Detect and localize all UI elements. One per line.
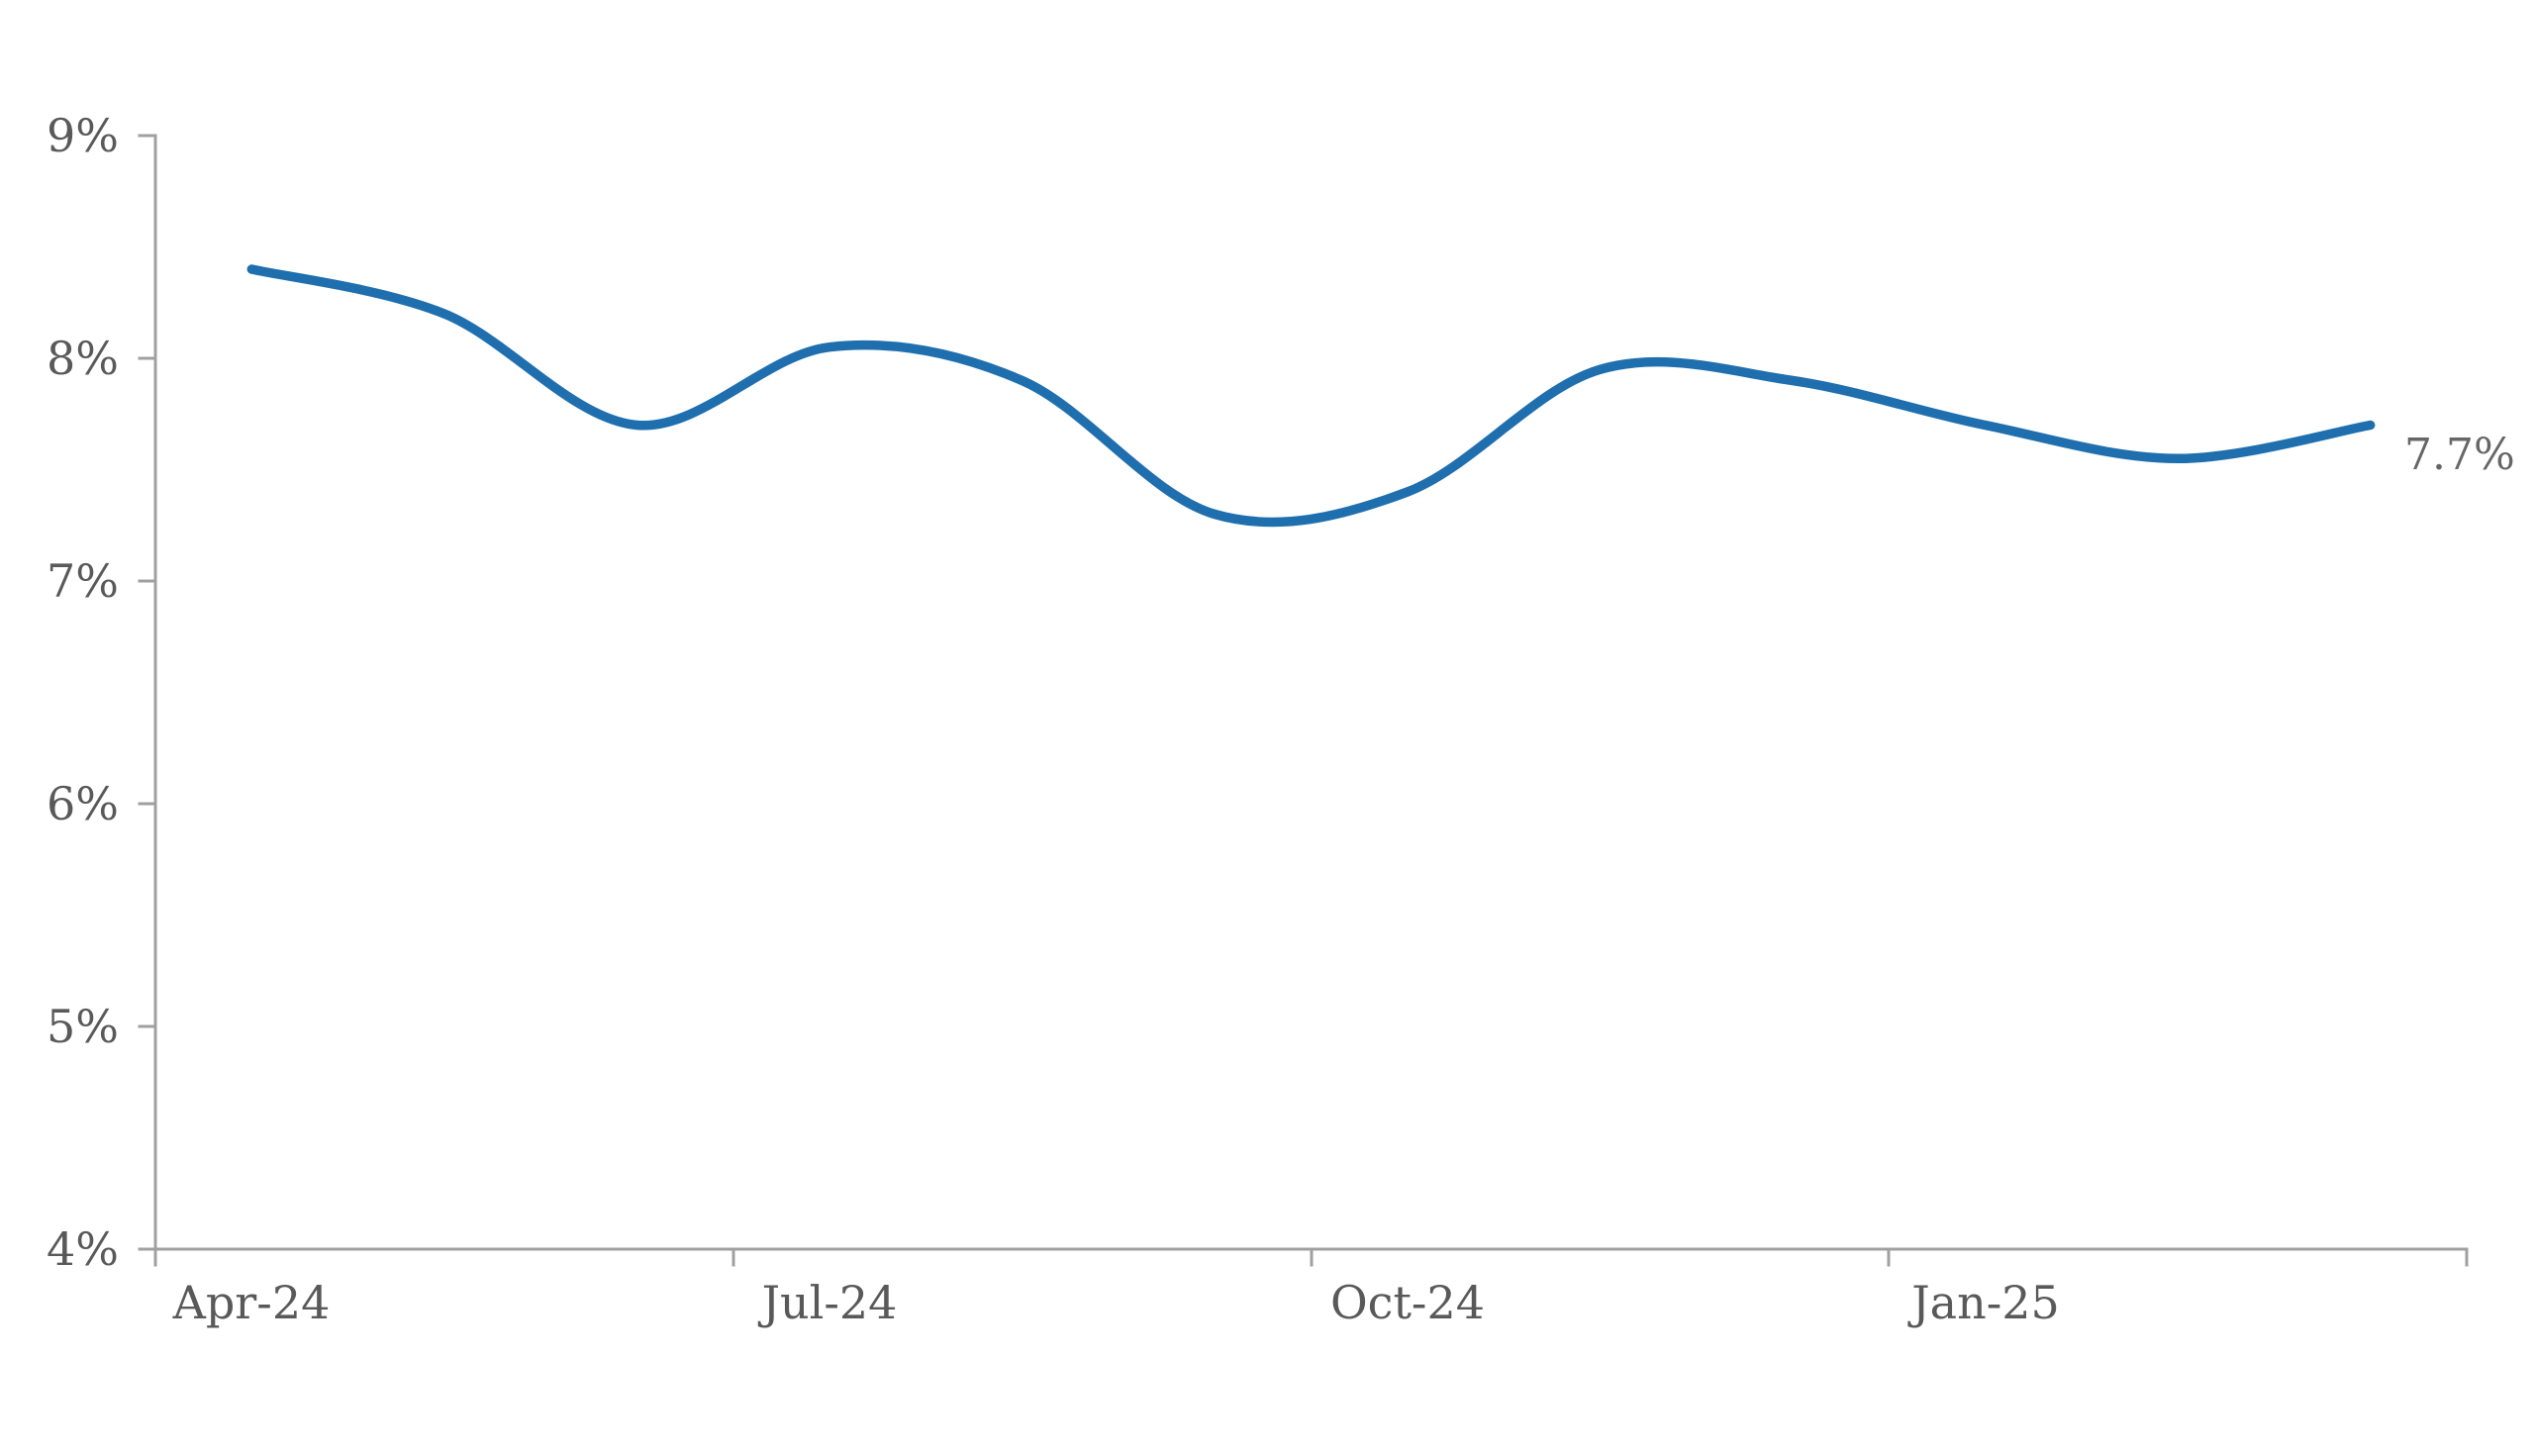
x-axis-labels: Apr-24 Jul-24 Oct-24 Jan-25: [172, 1276, 2060, 1329]
x-axis-label-oct24: Oct-24: [1330, 1276, 1485, 1329]
y-axis-label-9pct: 9%: [47, 109, 119, 162]
series-line: [246, 264, 2376, 528]
x-axis-label-apr24: Apr-24: [172, 1276, 331, 1329]
y-axis-label-7pct: 7%: [47, 554, 119, 608]
y-axis-label-6pct: 6%: [47, 777, 119, 830]
y-axis-labels: 9% 8% 7% 6% 5% 4%: [47, 109, 119, 1276]
end-value-label: 7.7%: [2404, 430, 2515, 480]
y-axis-label-8pct: 8%: [47, 332, 119, 385]
x-axis-label-jul24: Jul-24: [758, 1276, 898, 1329]
y-axis-label-5pct: 5%: [47, 1000, 119, 1053]
axes-group: [138, 134, 2469, 1267]
x-axis-label-jan25: Jan-25: [1907, 1276, 2060, 1329]
y-axis-label-4pct: 4%: [47, 1222, 119, 1276]
axis-line: [153, 134, 2469, 1251]
